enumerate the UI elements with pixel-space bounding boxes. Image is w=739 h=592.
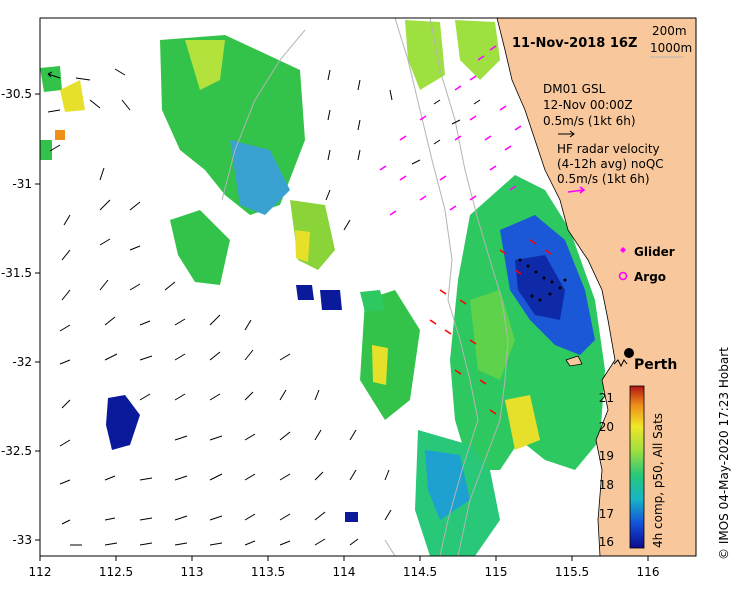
- map-title: 11-Nov-2018 16Z: [512, 36, 637, 51]
- model-current-arrows: [47, 68, 481, 546]
- colorbar-tick-label: 20: [599, 420, 614, 434]
- glider-label: Glider: [634, 245, 675, 259]
- glider-track: [518, 258, 567, 302]
- model-name: DM01 GSL: [543, 82, 606, 96]
- x-tick-label: 115.5: [555, 565, 589, 579]
- y-tick-label: -32.5: [1, 444, 32, 458]
- y-tick-label: -31.5: [1, 266, 32, 280]
- contour-legend-200m: 200m: [652, 24, 687, 38]
- x-tick-labels: 112 112.5 113 113.5 114 114.5 115 115.5 …: [29, 565, 660, 579]
- x-tick-label: 115: [485, 565, 508, 579]
- radar-legend-line1: HF radar velocity: [557, 142, 660, 156]
- glider-marker-icon: [620, 247, 626, 253]
- argo-label: Argo: [634, 270, 666, 284]
- colorbar-tick-label: 21: [599, 391, 614, 405]
- y-tick-label: -30.5: [1, 87, 32, 101]
- colorbar-label: 4h comp, p50, All Sats: [651, 413, 665, 548]
- radar-legend-line2: (4-12h avg) noQC: [557, 157, 664, 171]
- x-axis-ticks: [39, 556, 649, 561]
- island: [565, 355, 583, 367]
- colorbar-tick-label: 18: [599, 478, 614, 492]
- bathymetry-contours: [221, 18, 509, 556]
- model-scale-arrow: [558, 130, 575, 138]
- x-tick-label: 116: [637, 565, 660, 579]
- x-tick-label: 114: [333, 565, 356, 579]
- x-tick-label: 112.5: [99, 565, 133, 579]
- perth-coast-symbol: [613, 359, 628, 368]
- x-tick-label: 113: [181, 565, 204, 579]
- perth-marker-icon: [624, 348, 634, 358]
- drifter-arrows: [429, 239, 552, 415]
- radar-scale-arrow: [567, 186, 586, 194]
- model-scale: 0.5m/s (1kt 6h): [543, 114, 636, 128]
- credit-text: © IMOS 04-May-2020 17:23 Hobart: [717, 347, 731, 560]
- colorbar-tick-label: 17: [599, 507, 614, 521]
- model-time: 12-Nov 00:00Z: [543, 98, 633, 112]
- y-tick-label: -31: [12, 177, 32, 191]
- x-tick-label: 112: [29, 565, 52, 579]
- y-tick-labels: -30.5 -31 -31.5 -32 -32.5 -33: [1, 87, 32, 547]
- radar-legend-scale: 0.5m/s (1kt 6h): [557, 172, 650, 186]
- colorbar-tick-label: 19: [599, 449, 614, 463]
- x-tick-label: 113.5: [251, 565, 285, 579]
- colorbar-tick-label: 16: [599, 535, 614, 549]
- plot-frame: [39, 17, 697, 557]
- hf-radar-arrows: [379, 45, 522, 216]
- y-tick-label: -32: [12, 355, 32, 369]
- city-label-perth: Perth: [634, 357, 677, 373]
- land-western-australia: [496, 18, 696, 556]
- colorbar: [629, 385, 645, 549]
- sst-patches: [40, 20, 605, 556]
- colorbar-ticks: 21 20 19 18 17 16: [599, 391, 614, 549]
- x-tick-label: 114.5: [403, 565, 437, 579]
- argo-marker-icon: [618, 271, 628, 281]
- contour-legend-1000m: 1000m: [650, 41, 692, 55]
- y-axis-ticks: [35, 93, 40, 541]
- y-tick-label: -33: [12, 533, 32, 547]
